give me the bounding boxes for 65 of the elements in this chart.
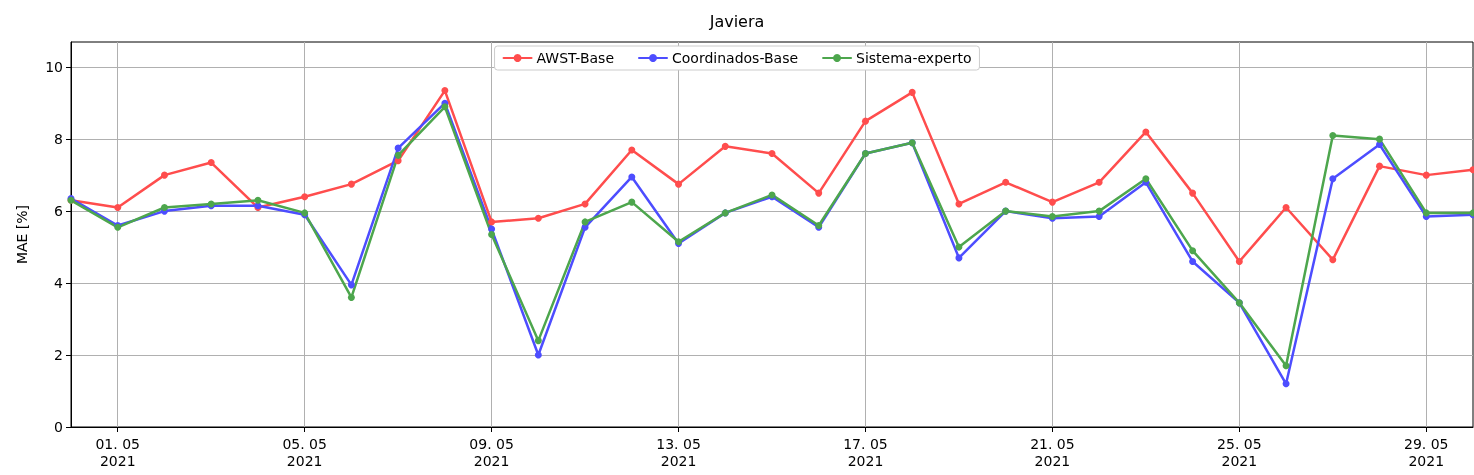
point — [394, 151, 402, 159]
y-tick-label: 10 — [45, 59, 63, 76]
point — [628, 198, 636, 206]
point — [861, 117, 869, 125]
point — [207, 159, 215, 167]
x-tick-label: 21. 05 2021 — [1030, 435, 1075, 469]
point — [955, 254, 963, 262]
point — [534, 214, 542, 222]
x-tick-label: 13. 05 2021 — [656, 435, 701, 469]
point — [1282, 204, 1290, 212]
point — [1142, 128, 1150, 136]
point — [1329, 132, 1337, 140]
point — [394, 144, 402, 152]
point — [1189, 189, 1197, 197]
point — [441, 103, 449, 111]
point — [675, 180, 683, 188]
point — [768, 150, 776, 158]
x-tick-label: 29. 05 2021 — [1404, 435, 1449, 469]
point — [628, 173, 636, 181]
point — [908, 88, 916, 96]
x-tick-label: 09. 05 2021 — [469, 435, 514, 469]
legend-label: Coordinados-Base — [672, 50, 799, 66]
point — [815, 189, 823, 197]
point — [301, 193, 309, 201]
point — [1376, 162, 1384, 170]
point — [534, 337, 542, 345]
point — [1282, 380, 1290, 388]
point — [488, 218, 496, 226]
point — [114, 204, 122, 212]
point — [1235, 257, 1243, 265]
y-tick-label: 6 — [54, 203, 64, 220]
point — [534, 351, 542, 359]
point — [254, 196, 262, 204]
point — [160, 171, 168, 179]
point — [347, 180, 355, 188]
x-tick-label: 01. 05 2021 — [95, 435, 140, 469]
point — [347, 293, 355, 301]
point — [1189, 257, 1197, 265]
point — [1422, 209, 1430, 217]
point — [1189, 247, 1197, 255]
y-tick-label: 8 — [54, 131, 63, 148]
point — [1095, 207, 1103, 215]
point — [1376, 135, 1384, 143]
point — [721, 142, 729, 150]
point — [1095, 178, 1103, 186]
legend-label: AWST-Base — [536, 50, 615, 66]
point — [1002, 178, 1010, 186]
y-tick-label: 2 — [54, 347, 63, 364]
y-tick-label: 0 — [54, 419, 63, 435]
x-tick-label: 17. 05 2021 — [843, 435, 888, 469]
point — [1329, 256, 1337, 264]
y-axis-title: MAE [%] — [14, 204, 30, 265]
point — [441, 87, 449, 95]
x-tick-label: 05. 05 2021 — [282, 435, 327, 469]
chart-title: Javiera — [708, 11, 765, 31]
point — [347, 281, 355, 289]
point — [628, 146, 636, 154]
point — [488, 231, 496, 238]
legend-label: Sistema-experto — [856, 50, 972, 66]
y-tick-label: 4 — [54, 275, 64, 292]
point — [1048, 198, 1056, 206]
point — [1329, 175, 1337, 183]
point — [1422, 171, 1430, 179]
point — [1282, 362, 1290, 370]
x-tick-label: 25. 05 2021 — [1217, 435, 1262, 469]
